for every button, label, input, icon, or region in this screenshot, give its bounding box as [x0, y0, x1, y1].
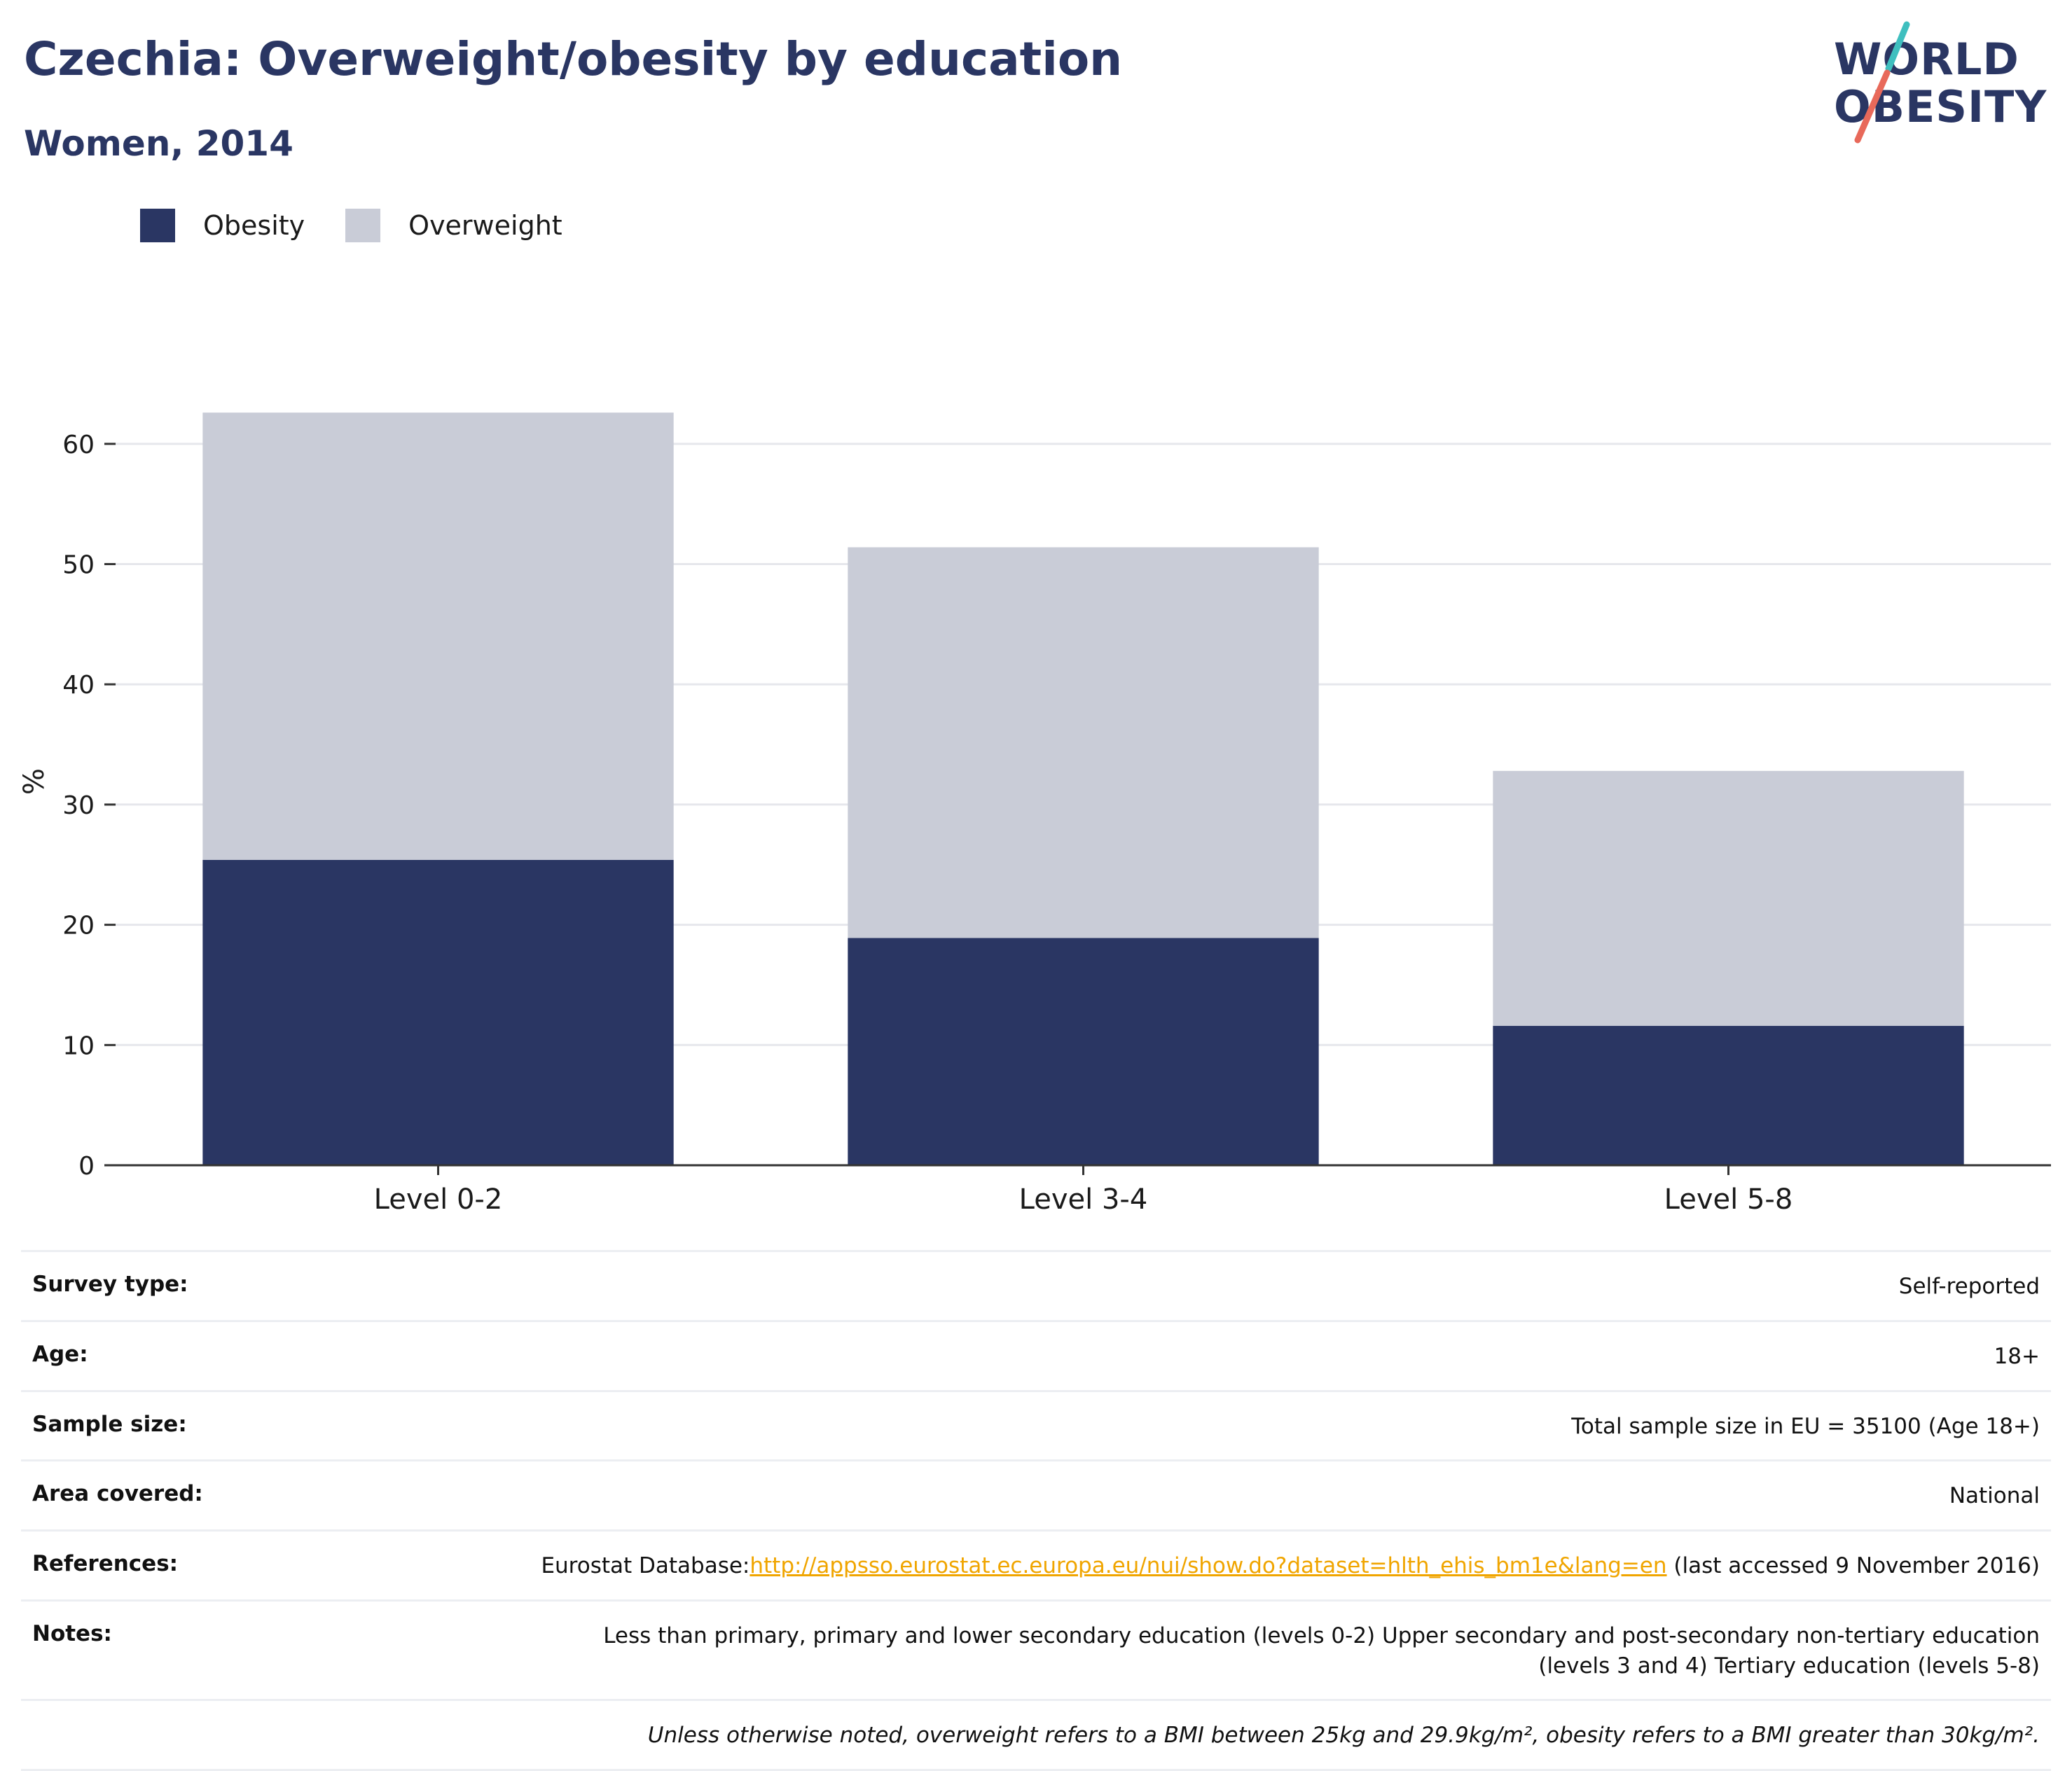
y-tick-label: 30: [62, 791, 95, 820]
legend-swatch-overweight: [345, 209, 381, 242]
info-key: Sample size:: [32, 1411, 187, 1437]
world-obesity-logo: WORLD OBESITY: [1828, 21, 2059, 147]
info-row-age: Age: 18+: [21, 1319, 2051, 1390]
legend-item-obesity[interactable]: Obesity: [140, 209, 305, 242]
chart-title: Czechia: Overweight/obesity by education: [24, 32, 1123, 86]
bar-obesity-1[interactable]: [202, 859, 674, 1165]
info-row-area-covered: Area covered: National: [21, 1459, 2051, 1529]
info-row-survey-type: Survey type: Self-reported: [21, 1250, 2051, 1320]
x-tick-label: Level 0-2: [374, 1183, 503, 1216]
info-row-sample-size: Sample size: Total sample size in EU = 3…: [21, 1389, 2051, 1460]
info-key: References:: [32, 1551, 179, 1577]
x-axis-labels: Level 0-2 Level 3-4 Level 5-8: [374, 1165, 1793, 1216]
info-key: Survey type:: [32, 1272, 188, 1297]
bar-overweight-1[interactable]: [202, 412, 674, 860]
y-axis-title: %: [18, 768, 50, 795]
legend-label-obesity: Obesity: [203, 210, 305, 241]
x-tick-label: Level 5-8: [1664, 1183, 1793, 1216]
info-value: 18+: [1994, 1343, 2040, 1369]
logo-slash-coral: [1854, 69, 1891, 144]
y-tick-label: 20: [62, 912, 95, 940]
logo-slash-teal: [1885, 21, 1910, 72]
info-row-notes: Notes: Less than primary, primary and lo…: [21, 1599, 2051, 1700]
footnote: Unless otherwise noted, overweight refer…: [647, 1723, 2040, 1749]
legend: Obesity Overweight: [140, 209, 603, 242]
bar-overweight-2[interactable]: [848, 547, 1319, 938]
info-value-references: Eurostat Database:http://appsso.eurostat…: [541, 1551, 2040, 1581]
info-value: Total sample size in EU = 35100 (Age 18+…: [1571, 1413, 2040, 1439]
logo-slash-icon: [1854, 21, 1910, 144]
info-table: Survey type: Self-reported Age: 18+ Samp…: [21, 1250, 2051, 1771]
info-value: National: [1949, 1483, 2040, 1509]
info-value: Less than primary, primary and lower sec…: [603, 1623, 2040, 1679]
y-axis-ticks: 0 10 20 30 40 50 60: [62, 431, 116, 1181]
x-tick-label: Level 3-4: [1019, 1183, 1148, 1216]
stacked-bar-chart: 0 10 20 30 40 50 60 Level 0-2 Level 3-4 Level 5-…: [18, 412, 2051, 1216]
logo-text-line1: WORLD: [1834, 34, 2019, 85]
info-row-footnote: Unless otherwise noted, overweight refer…: [21, 1699, 2051, 1771]
footnote-text: Unless otherwise noted, overweight refer…: [648, 1721, 2040, 1751]
legend-label-overweight: Overweight: [408, 210, 562, 241]
bar-obesity-2[interactable]: [848, 938, 1319, 1165]
y-tick-label: 10: [62, 1032, 95, 1060]
legend-item-overweight[interactable]: Overweight: [345, 209, 562, 242]
info-value: Self-reported: [1898, 1274, 2040, 1299]
chart-subtitle: Women, 2014: [24, 123, 293, 164]
y-tick-label: 0: [78, 1152, 95, 1181]
info-row-references: References: Eurostat Database:http://app…: [21, 1529, 2051, 1599]
y-tick-label: 50: [62, 551, 95, 580]
y-tick-label: 40: [62, 671, 95, 700]
legend-swatch-obesity: [140, 209, 175, 242]
info-key: Notes:: [32, 1620, 112, 1646]
info-key: Area covered:: [32, 1481, 203, 1507]
info-key: Age:: [32, 1341, 88, 1367]
y-tick-label: 60: [62, 431, 95, 459]
reference-suffix: (last accessed 9 November 2016): [1666, 1553, 2040, 1579]
bar-obesity-3[interactable]: [1493, 1025, 1964, 1165]
bars: [202, 412, 1964, 1165]
reference-prefix: Eurostat Database:: [541, 1553, 750, 1579]
bar-overweight-3[interactable]: [1493, 770, 1964, 1026]
reference-link[interactable]: http://appsso.eurostat.ec.europa.eu/nui/…: [750, 1553, 1667, 1579]
